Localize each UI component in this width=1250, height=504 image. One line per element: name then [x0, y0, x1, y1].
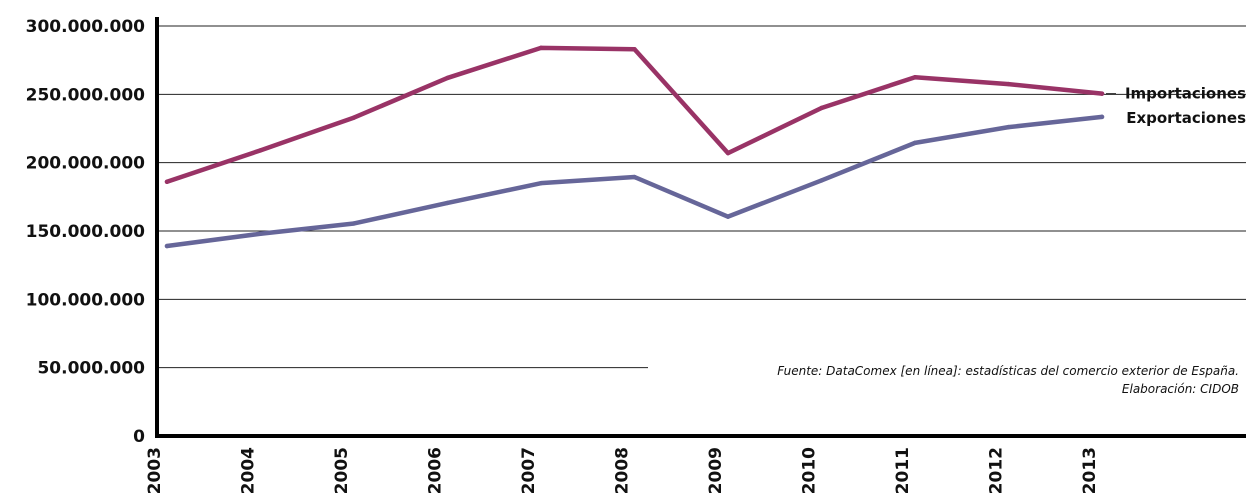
data-point — [1006, 81, 1011, 87]
x-tick-label: 2009 — [706, 447, 726, 494]
y-tick-label: 0 — [133, 427, 145, 447]
source-note-background — [648, 358, 1250, 398]
series-label: Importaciones — [1125, 85, 1246, 103]
data-point — [819, 178, 824, 183]
data-point — [164, 243, 170, 249]
gridlines — [157, 25, 1246, 369]
x-tick-label: 2005 — [332, 447, 352, 494]
data-point — [725, 150, 731, 156]
x-tick-label: 2012 — [987, 447, 1007, 494]
x-tick-label: 2013 — [1080, 447, 1100, 494]
data-point — [164, 179, 170, 184]
data-point — [538, 45, 544, 51]
series-label: Exportaciones — [1126, 109, 1246, 127]
data-point — [445, 200, 450, 206]
x-tick-label: 2010 — [800, 447, 820, 494]
y-tick-label: 100.000.000 — [26, 290, 146, 310]
data-point — [819, 105, 824, 111]
y-tick-label: 200.000.000 — [26, 154, 146, 174]
data-point — [1006, 124, 1011, 130]
data-point — [538, 180, 544, 186]
data-point — [912, 140, 918, 146]
series-labels: Importaciones Exportaciones — [1106, 85, 1246, 127]
x-tick-label: 2003 — [145, 447, 165, 494]
data-point — [351, 221, 357, 226]
data-point — [351, 115, 357, 120]
y-tick-label: 300.000.000 — [26, 17, 146, 37]
source-note: Fuente: DataComex [en línea]: estadístic… — [648, 358, 1250, 398]
data-point — [632, 47, 637, 52]
y-tick-label: 250.000.000 — [26, 85, 146, 105]
x-axis-tick-labels: 2003 2004 2005 2006 2007 2008 2009 2010 2011 2012… — [145, 447, 1100, 494]
data-point — [445, 75, 450, 81]
data-point — [1099, 114, 1105, 120]
series-lines — [164, 45, 1105, 249]
data-point — [1099, 91, 1105, 96]
axes — [155, 17, 1246, 438]
data-point — [258, 148, 263, 153]
source-line-2: Elaboración: CIDOB — [1122, 382, 1239, 396]
x-tick-label: 2007 — [519, 447, 539, 494]
y-tick-label: 50.000.000 — [37, 359, 145, 379]
x-tick-label: 2004 — [239, 447, 259, 494]
x-tick-label: 2006 — [426, 447, 446, 494]
x-tick-label: 2011 — [893, 447, 913, 494]
y-tick-label: 150.000.000 — [26, 222, 146, 242]
data-point — [912, 75, 918, 80]
data-point — [632, 174, 637, 180]
data-point — [725, 214, 731, 219]
y-axis-tick-labels: 0 50.000.000 100.000.000 150.000.000 200.000… — [26, 17, 146, 447]
data-point — [258, 231, 263, 236]
series-line — [164, 45, 1105, 185]
source-line-1: Fuente: DataComex [en línea]: estadístic… — [777, 364, 1239, 378]
x-tick-label: 2008 — [613, 447, 633, 494]
